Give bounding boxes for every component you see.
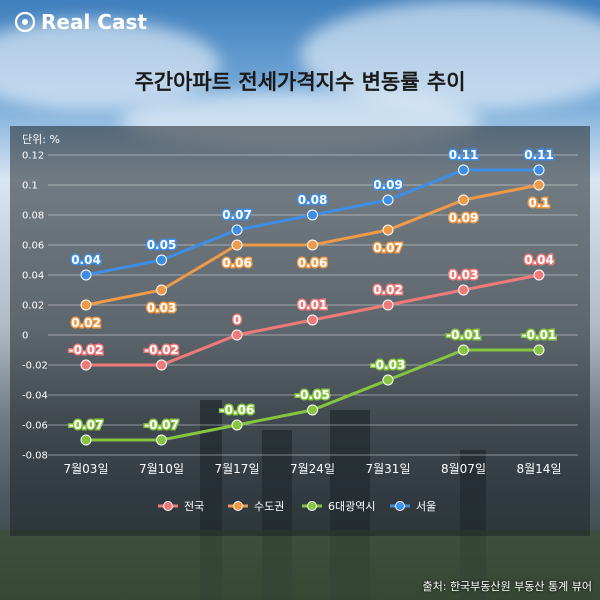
legend-marker [307, 501, 317, 511]
y-tick-label: -0.02 [22, 361, 48, 372]
data-label: 0.1 [528, 196, 549, 210]
y-tick-label: -0.04 [22, 391, 48, 402]
data-label: -0.05 [295, 388, 330, 402]
data-point [156, 434, 167, 446]
unit-label: 단위: % [22, 133, 60, 146]
data-label: 0.09 [449, 211, 479, 225]
data-label: 0 [233, 313, 241, 327]
x-tick-label: 8월07일 [441, 462, 486, 476]
data-point [80, 434, 92, 446]
cloud-decoration [0, 20, 220, 110]
data-label: 0.06 [222, 256, 252, 270]
x-tick-label: 7월10일 [139, 462, 184, 476]
data-point [231, 224, 243, 236]
data-point [80, 269, 92, 281]
data-label: 0.05 [147, 238, 177, 252]
data-label: 0.06 [298, 256, 328, 270]
data-label: 0.11 [524, 148, 554, 162]
data-label: 0.08 [298, 193, 328, 207]
data-point [231, 329, 243, 341]
data-label: 0.11 [449, 148, 479, 162]
legend-marker [163, 501, 173, 511]
data-point [307, 404, 318, 416]
legend-marker [233, 501, 243, 511]
data-label: 0.02 [373, 283, 403, 297]
data-label: -0.02 [69, 343, 104, 357]
greenery-decoration [0, 530, 600, 600]
data-point [80, 299, 92, 311]
data-label: -0.06 [220, 403, 255, 417]
data-point [382, 224, 394, 236]
data-label: -0.07 [144, 418, 179, 432]
data-point [231, 239, 243, 251]
chart-title: 주간아파트 전세가격지수 변동률 추이 [134, 70, 466, 94]
source-note: 출처: 한국부동산원 부동산 통계 뷰어 [422, 580, 593, 593]
y-tick-label: 0.02 [22, 301, 44, 312]
data-label: 0.01 [298, 298, 328, 312]
y-tick-label: 0.04 [22, 271, 44, 282]
data-point [156, 359, 167, 371]
data-label: -0.03 [371, 358, 406, 372]
data-label: 0.03 [449, 268, 479, 282]
y-tick-label: 0.1 [22, 181, 38, 192]
data-label: 0.07 [222, 208, 252, 222]
data-point [533, 164, 545, 176]
y-tick-label: 0.08 [22, 211, 44, 222]
data-point [458, 164, 469, 176]
data-point [382, 374, 394, 386]
data-point [80, 359, 92, 371]
brand-name: Real Cast [41, 10, 147, 34]
data-point [382, 299, 394, 311]
data-label: 0.03 [147, 301, 177, 315]
data-point [156, 254, 167, 266]
brand-logo: Real Cast [14, 10, 147, 34]
y-tick-label: 0 [22, 331, 28, 342]
data-point [231, 419, 243, 431]
data-point [458, 194, 469, 206]
realcast-logo-icon [14, 11, 36, 33]
data-label: 0.04 [71, 253, 101, 267]
y-tick-label: -0.08 [22, 451, 48, 462]
y-tick-label: 0.12 [22, 151, 44, 162]
data-point [533, 179, 545, 191]
y-tick-label: -0.06 [22, 421, 48, 432]
data-point [533, 344, 545, 356]
x-tick-label: 7월31일 [366, 462, 411, 476]
data-point [156, 284, 167, 296]
data-point [382, 194, 394, 206]
legend-label: 서울 [416, 500, 436, 513]
data-label: 0.02 [71, 316, 101, 330]
data-label: 0.09 [373, 178, 403, 192]
x-tick-label: 8월14일 [517, 462, 562, 476]
data-point [533, 269, 545, 281]
data-point [458, 284, 469, 296]
legend-label: 수도권 [254, 500, 284, 513]
data-label: -0.01 [446, 328, 481, 342]
data-label: 0.07 [373, 241, 403, 255]
data-label: -0.01 [522, 328, 557, 342]
data-label: -0.02 [144, 343, 179, 357]
x-tick-label: 7월03일 [64, 462, 109, 476]
legend-label: 6대광역시 [328, 500, 375, 513]
legend-marker [395, 501, 405, 511]
y-tick-label: 0.06 [22, 241, 44, 252]
data-point [307, 314, 318, 326]
x-tick-label: 7월17일 [215, 462, 260, 476]
data-label: -0.07 [69, 418, 104, 432]
x-tick-label: 7월24일 [290, 462, 335, 476]
legend-label: 전국 [184, 500, 204, 513]
data-label: 0.04 [524, 253, 554, 267]
data-point [307, 239, 318, 251]
data-point [307, 209, 318, 221]
data-point [458, 344, 469, 356]
